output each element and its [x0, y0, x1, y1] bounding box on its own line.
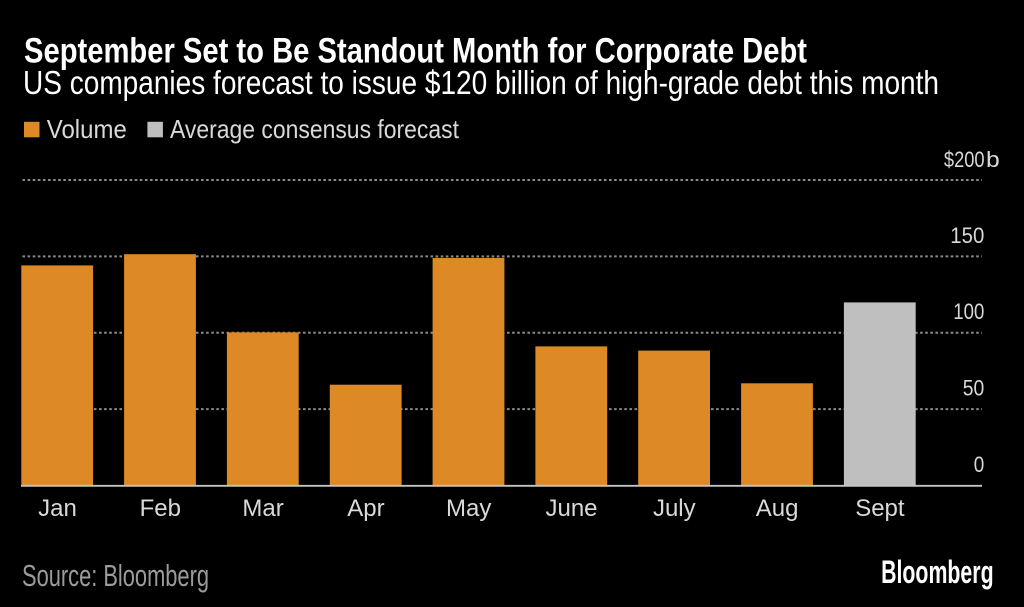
svg-text:July: July: [653, 495, 696, 522]
svg-text:100: 100: [953, 299, 984, 324]
svg-text:Sept: Sept: [855, 495, 905, 522]
svg-text:Feb: Feb: [140, 495, 181, 522]
svg-text:Aug: Aug: [756, 495, 799, 522]
svg-text:Apr: Apr: [347, 495, 384, 522]
svg-text:May: May: [446, 495, 491, 522]
svg-text:September Set to Be Standout M: September Set to Be Standout Month for C…: [24, 30, 807, 70]
svg-text:0: 0: [974, 452, 985, 477]
svg-text:150: 150: [950, 223, 984, 248]
svg-text:50: 50: [963, 376, 985, 401]
svg-text:b: b: [986, 147, 1000, 172]
svg-text:Source: Bloomberg: Source: Bloomberg: [22, 559, 209, 593]
svg-text:Jan: Jan: [38, 495, 77, 522]
svg-text:June: June: [545, 495, 597, 522]
svg-text:Average consensus forecast: Average consensus forecast: [170, 114, 460, 144]
svg-text:$200: $200: [944, 147, 985, 172]
svg-text:Mar: Mar: [242, 495, 283, 522]
svg-text:Bloomberg: Bloomberg: [881, 553, 994, 590]
svg-text:Volume: Volume: [47, 114, 127, 144]
svg-text:US companies forecast to issue: US companies forecast to issue $120 bill…: [23, 64, 939, 101]
